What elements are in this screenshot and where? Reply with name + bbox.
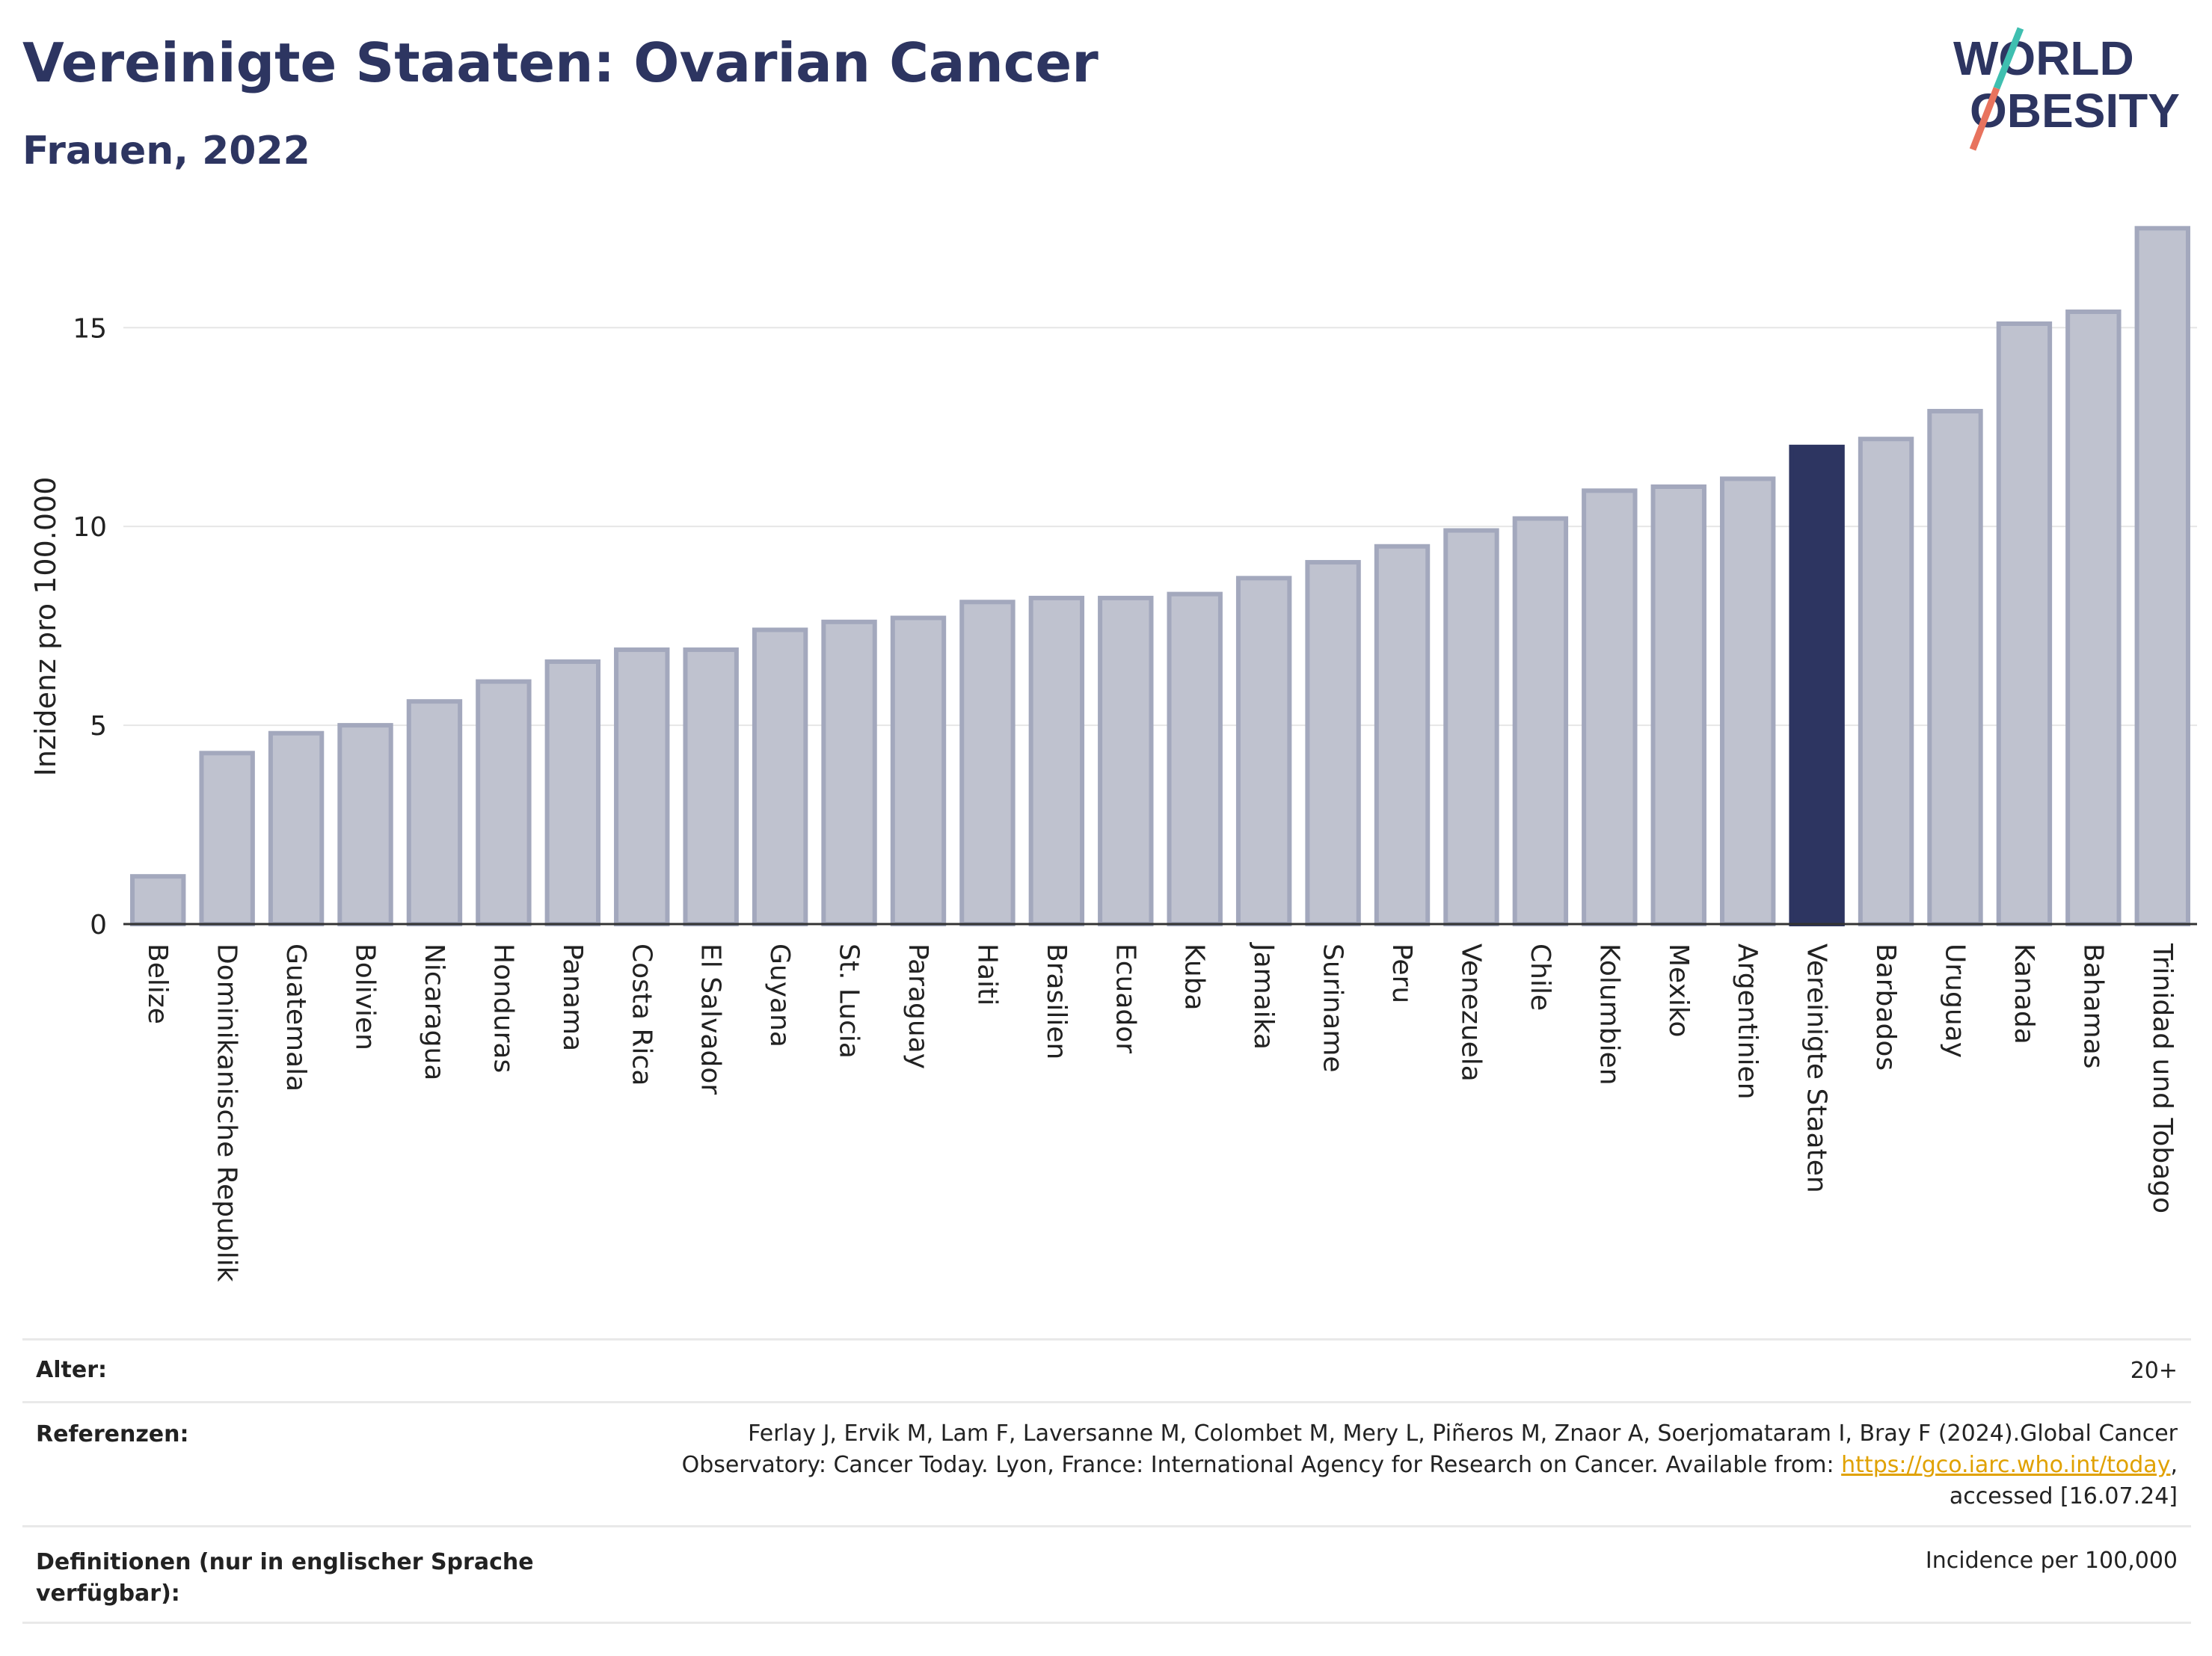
y-axis-title: Inzidenz pro 100.000: [29, 477, 62, 777]
x-tick-label: Kolumbien: [1594, 944, 1624, 1086]
references-value: Ferlay J, Ervik M, Lam F, Laversanne M, …: [682, 1418, 2178, 1512]
bar-guatemala: [268, 730, 325, 927]
references-label: Referenzen:: [36, 1421, 189, 1447]
x-tick-label: Panama: [557, 944, 588, 1051]
bar-belize: [130, 874, 186, 926]
x-tick-label: Belize: [142, 944, 173, 1024]
bar-vereinigte-staaten: [1789, 444, 1845, 926]
definitions-value: Incidence per 100,000: [1925, 1548, 2178, 1574]
y-axis: 0 5 10 15: [73, 313, 107, 941]
bar-st-lucia: [821, 619, 877, 926]
footer-row-age: Alter: 20+: [22, 1338, 2191, 1403]
reference-line-3: accessed [16.07.24]: [1949, 1483, 2178, 1509]
bar-barbados: [1858, 437, 1914, 926]
y-tick-label: 10: [73, 512, 107, 543]
x-tick-label: El Salvador: [695, 944, 726, 1095]
bar-kolumbien: [1582, 488, 1638, 926]
bar-chart: 0 5 10 15 Belize Dominikanische Republik Guat…: [29, 226, 2197, 1282]
bar-peru: [1374, 544, 1431, 926]
x-tick-label: St. Lucia: [834, 944, 864, 1059]
bars: [130, 226, 2190, 927]
x-tick-label: Ecuador: [1110, 944, 1140, 1053]
x-tick-label: Honduras: [488, 944, 518, 1073]
bar-mexiko: [1650, 484, 1706, 926]
x-tick-label: Peru: [1386, 944, 1417, 1003]
x-tick-label: Nicaragua: [419, 944, 449, 1080]
definitions-label: Definitionen (nur in englischer Sprache …: [36, 1549, 534, 1607]
bar-kanada: [1996, 321, 2053, 927]
bar-suriname: [1305, 560, 1361, 927]
reference-line-2: Observatory: Cancer Today. Lyon, France:…: [681, 1452, 2178, 1478]
x-tick-label: Haiti: [971, 944, 1002, 1006]
x-tick-label: Vereinigte Staaten: [1801, 944, 1832, 1193]
x-tick-label: Venezuela: [1455, 944, 1486, 1082]
bar-kuba: [1167, 591, 1223, 926]
grid-lines: [123, 327, 2197, 727]
page-subtitle: Frauen, 2022: [22, 129, 310, 173]
bar-guyana: [752, 627, 808, 926]
bar-brasilien: [1028, 595, 1085, 927]
bar-nicaragua: [406, 699, 463, 926]
x-tick-label: Trinidad und Tobago: [2147, 943, 2178, 1213]
bar-bolivien: [337, 723, 393, 926]
y-tick-label: 15: [73, 313, 107, 344]
y-tick-label: 5: [90, 711, 107, 742]
x-tick-label: Brasilien: [1041, 944, 1072, 1059]
x-tick-label: Kanada: [2009, 944, 2039, 1044]
x-tick-label: Bolivien: [350, 944, 381, 1050]
y-tick-label: 0: [90, 910, 107, 941]
footer-row-definitions: Definitionen (nur in englischer Sprache …: [22, 1525, 2191, 1624]
logo-line2: OBESITY: [1970, 84, 2180, 138]
footer-row-references: Referenzen: Ferlay J, Ervik M, Lam F, La…: [22, 1401, 2191, 1527]
x-tick-label: Kuba: [1179, 944, 1210, 1011]
reference-link[interactable]: https://gco.iarc.who.int/today: [1841, 1452, 2171, 1478]
x-tick-label: Barbados: [1870, 944, 1901, 1071]
bar-costa-rica: [614, 647, 670, 927]
bar-ecuador: [1098, 595, 1154, 927]
x-tick-label: Costa Rica: [626, 944, 657, 1086]
world-obesity-logo: WORLD OBESITY: [1953, 27, 2180, 151]
bar-el-salvador: [683, 647, 739, 927]
bar-dominikanische-republik: [199, 751, 255, 926]
x-tick-label: Paraguay: [903, 944, 933, 1069]
x-tick-label: Suriname: [1318, 944, 1348, 1073]
bar-trinidad-und-tobago: [2134, 226, 2190, 926]
bar-argentinien: [1719, 476, 1776, 926]
page-title: Vereinigte Staaten: Ovarian Cancer: [22, 31, 1099, 94]
x-tick-label: Chile: [1525, 944, 1555, 1011]
age-label: Alter:: [36, 1357, 107, 1383]
bar-chile: [1512, 516, 1569, 926]
x-tick-label: Argentinien: [1732, 944, 1763, 1100]
x-tick-label: Guatemala: [280, 944, 311, 1092]
bar-honduras: [476, 679, 532, 926]
age-value: 20+: [2130, 1358, 2178, 1384]
logo-slash-bottom: [1969, 87, 2000, 151]
bar-jamaika: [1235, 576, 1292, 926]
logo-slash-top: [1993, 27, 2024, 90]
x-tick-label: Guyana: [764, 944, 795, 1047]
bar-venezuela: [1443, 528, 1499, 926]
bar-bahamas: [2065, 310, 2122, 926]
reference-line-1: Ferlay J, Ervik M, Lam F, Laversanne M, …: [748, 1420, 2178, 1447]
x-tick-label: Dominikanische Republik: [212, 944, 242, 1282]
x-axis-labels: Belize Dominikanische Republik Guatemala Bo…: [142, 942, 2178, 1282]
x-tick-label: Bahamas: [2077, 944, 2108, 1069]
bar-paraguay: [890, 615, 947, 926]
x-tick-label: Uruguay: [1939, 944, 1970, 1058]
bar-uruguay: [1927, 408, 1983, 926]
bar-panama: [544, 659, 601, 926]
x-tick-label: Mexiko: [1663, 944, 1694, 1037]
bar-haiti: [959, 600, 1016, 927]
x-tick-label: Jamaika: [1248, 942, 1279, 1050]
logo-line1: WORLD: [1953, 31, 2134, 85]
